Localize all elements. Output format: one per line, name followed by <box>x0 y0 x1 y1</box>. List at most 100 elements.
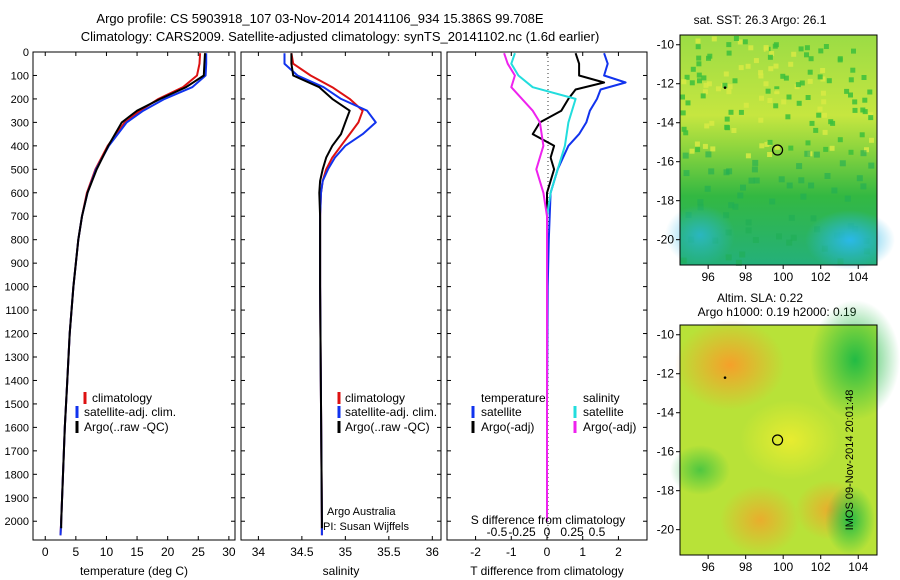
sst-speckle <box>852 99 858 105</box>
sst-speckle <box>680 110 686 116</box>
sla-subtitle: Argo h1000: 0.19 h2000: 0.19 <box>698 305 857 319</box>
x-tick-label: 10 <box>100 545 114 559</box>
sst-speckle <box>695 44 701 50</box>
y-tick-label: 1400 <box>5 375 29 387</box>
sst-speckle <box>764 141 770 147</box>
sst-speckle <box>805 95 811 100</box>
sst-speckle <box>745 63 751 69</box>
sst-speckle <box>796 163 803 170</box>
legend-t-argo: Argo(-adj) <box>481 420 534 434</box>
map-x-tick-label: 104 <box>848 270 868 284</box>
sst-speckle <box>822 129 828 135</box>
sst-speckle <box>702 89 708 95</box>
sst-speckle <box>680 94 685 100</box>
sst-speckle <box>711 36 717 42</box>
sst-speckle <box>800 193 807 200</box>
sst-speckle <box>772 43 778 49</box>
y-tick-label: 1800 <box>5 469 29 481</box>
sst-speckle <box>783 75 789 81</box>
sst-speckle <box>795 82 801 88</box>
sst-speckle <box>752 237 759 243</box>
sst-speckle <box>816 112 822 118</box>
legend-s-satellite: satellite <box>583 405 624 419</box>
argo-position-marker <box>771 434 784 446</box>
sst-speckle <box>776 233 782 240</box>
sst-speckle <box>739 251 746 258</box>
sst-speckle <box>808 182 815 189</box>
sst-speckle <box>844 195 851 202</box>
sst-speckle <box>790 234 797 241</box>
sst-speckle <box>860 150 867 157</box>
sst-map: sat. SST: 26.3 Argo: 26.1 96 98 100 102 104 -… <box>657 13 895 284</box>
legend-satellite: satellite-adj. clim. <box>84 405 176 419</box>
sla-low-patch <box>670 445 730 495</box>
sst-speckle <box>751 166 758 173</box>
sst-title: sat. SST: 26.3 Argo: 26.1 <box>694 13 827 27</box>
legend-argo: Argo(..raw -QC) <box>84 420 169 434</box>
difference-axes: -2 -1 0 1 2 -0.5 -0.25 0 0.25 0.5 <box>447 51 647 559</box>
sst-speckle <box>786 239 793 246</box>
temperature-legend: climatology satellite-adj. clim. Argo(..… <box>75 391 176 434</box>
sst-speckle <box>828 119 834 125</box>
difference-panel: -2 -1 0 1 2 -0.5 -0.25 0 0.25 0.5 T difference fr… <box>446 51 648 578</box>
map-x-tick-label: 102 <box>811 560 831 574</box>
x-tick-label: 1 <box>579 545 586 559</box>
sst-speckle <box>681 79 687 85</box>
sst-speckle <box>774 144 780 150</box>
map-x-tick-label: 98 <box>739 560 753 574</box>
difference-top-xlabel: S difference from climatology <box>471 513 626 527</box>
sst-speckle <box>704 123 710 129</box>
sst-speckle <box>788 61 794 67</box>
sst-speckle <box>763 81 769 87</box>
sst-speckle <box>850 67 856 73</box>
sst-speckle <box>726 168 733 175</box>
y-tick-label: 700 <box>11 211 29 223</box>
sla-high-patch <box>675 320 785 410</box>
y-tick-label: 100 <box>11 70 29 82</box>
sst-speckle <box>738 109 744 115</box>
sst-speckle <box>869 137 874 143</box>
sst-speckle <box>837 137 843 143</box>
sst-speckle <box>759 95 764 101</box>
sst-speckle <box>768 66 774 72</box>
difference-lines <box>503 52 627 522</box>
map-y-tick-label: -18 <box>657 194 675 208</box>
sst-speckle <box>848 77 854 83</box>
difference-xlabel: T difference from climatology <box>470 564 624 578</box>
sst-speckle <box>748 177 755 184</box>
sst-speckle <box>796 100 802 106</box>
sst-speckle <box>694 141 700 147</box>
sst-speckle <box>774 89 780 95</box>
sst-speckle <box>831 187 838 194</box>
sst-speckle <box>738 65 744 71</box>
sst-speckle <box>862 97 868 103</box>
y-tick-label: 2000 <box>5 516 29 528</box>
map-y-tick-label: -12 <box>657 367 675 381</box>
sst-speckle <box>727 84 733 90</box>
sst-speckle <box>868 162 875 169</box>
sst-speckle <box>817 74 823 80</box>
top-tick-label: 0 <box>544 525 551 539</box>
sst-speckle <box>837 57 843 63</box>
sst-speckle <box>821 99 827 105</box>
top-tick-label: 0.5 <box>589 525 606 539</box>
y-tick-label: 800 <box>11 235 29 247</box>
x-tick-label: 35.5 <box>377 545 401 559</box>
y-tick-label: 1000 <box>5 282 29 294</box>
sst-speckle <box>822 112 827 118</box>
sst-speckle <box>753 58 759 64</box>
salinity-legend: climatology satellite-adj. clim. Argo(..… <box>337 391 437 434</box>
sst-speckle <box>769 51 775 56</box>
sst-speckle <box>758 73 764 79</box>
map-y-tick-label: -14 <box>657 116 675 130</box>
sst-speckle <box>824 173 831 179</box>
sst-speckle <box>859 132 865 138</box>
sst-cold-patch <box>665 205 735 265</box>
top-tick-label: -0.5 <box>487 525 508 539</box>
sst-speckle <box>809 120 815 126</box>
temperature-lines <box>59 53 208 536</box>
legend-s-argo: Argo(-adj) <box>583 420 636 434</box>
sst-speckle <box>684 74 690 80</box>
sst-speckle <box>697 199 704 206</box>
y-tick-label: 1100 <box>5 305 29 317</box>
